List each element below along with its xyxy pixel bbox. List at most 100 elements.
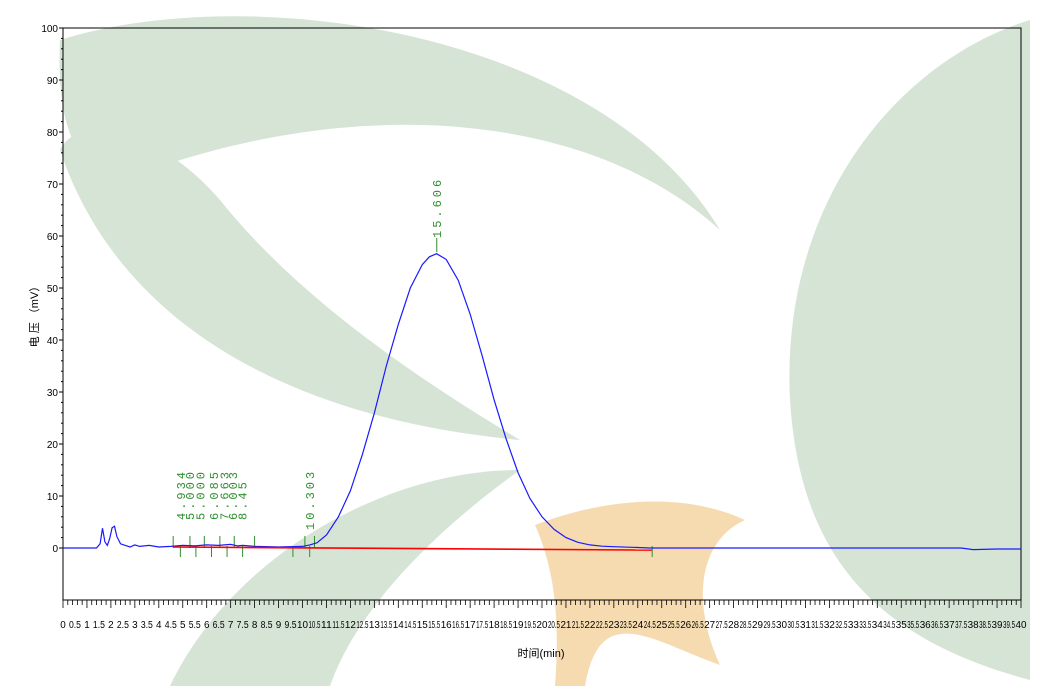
y-axis: 0 10 20 30 40 50 60 70 80 90 100 (41, 24, 63, 555)
peak-retention-label: 6.003 (227, 469, 241, 520)
x-tick-label: 17.5 (476, 620, 488, 631)
x-tick-label: 19 (513, 620, 524, 631)
y-tick-label: 90 (47, 76, 59, 87)
y-tick-label: 30 (47, 388, 59, 399)
x-tick-label: 31.5 (811, 620, 823, 631)
x-tick-label: 36 (920, 620, 931, 631)
watermark-leaf-right (789, 20, 1030, 680)
x-tick-label: 0.5 (69, 620, 81, 631)
peak-retention-label: 15.606 (431, 177, 445, 238)
x-tick-label: 37.5 (955, 620, 967, 631)
x-tick-label: 3.5 (141, 620, 153, 631)
x-tick-label: 24 (632, 620, 643, 631)
x-tick-label: 36.5 (931, 620, 943, 631)
y-tick-label: 70 (47, 180, 59, 191)
y-tick-label: 100 (41, 24, 58, 35)
y-tick-label: 60 (47, 232, 59, 243)
peak-retention-label: 4.934 (175, 469, 189, 520)
x-tick-label: 12.5 (356, 620, 368, 631)
signal-trace (63, 253, 1021, 551)
x-tick-label: 32 (824, 620, 835, 631)
x-tick-label: 37 (944, 620, 955, 631)
x-tick-label: 4 (156, 620, 162, 631)
baseline-line (173, 546, 653, 551)
x-tick-label: 14 (393, 620, 404, 631)
watermark-leaf-left-lower (60, 129, 520, 440)
x-tick-label: 23.5 (620, 620, 632, 631)
x-tick-label: 16.5 (452, 620, 464, 631)
x-tick-label: 5 (180, 620, 186, 631)
x-tick-label: 13 (369, 620, 380, 631)
x-tick-label: 10 (297, 620, 308, 631)
x-axis-title: 时间(min) (517, 647, 564, 660)
x-tick-label: 1.5 (93, 620, 105, 631)
x-tick-label: 38 (968, 620, 979, 631)
x-tick-label: 14.5 (404, 620, 416, 631)
x-tick-label: 13.5 (380, 620, 392, 631)
x-tick-label: 34 (872, 620, 883, 631)
x-tick-label: 8 (252, 620, 258, 631)
x-tick-label: 30 (776, 620, 787, 631)
x-tick-label: 15.5 (428, 620, 440, 631)
x-tick-label: 15 (417, 620, 428, 631)
x-tick-label: 33.5 (859, 620, 871, 631)
x-tick-label: 11.5 (332, 620, 344, 631)
x-tick-label: 5.5 (189, 620, 201, 631)
x-tick-label: 0 (60, 620, 66, 631)
x-tick-label: 30.5 (787, 620, 799, 631)
x-tick-label: 28 (728, 620, 739, 631)
x-axis: 0 0.5 1 1.5 2 2.5 3 3.5 4 4.5 5 5.5 6 6.5 7 7.5 8 8.5 9 9.5… (60, 600, 1027, 631)
x-tick-label: 20 (537, 620, 548, 631)
x-tick-label: 3 (132, 620, 138, 631)
y-tick-label: 20 (47, 440, 59, 451)
x-tick-label: 20.5 (548, 620, 560, 631)
y-tick-label: 10 (47, 492, 59, 503)
y-tick-label: 40 (47, 336, 59, 347)
x-tick-label: 10.5 (308, 620, 320, 631)
watermark-leaf-left (59, 16, 720, 230)
x-tick-label: 19.5 (524, 620, 536, 631)
x-tick-label: 16 (441, 620, 452, 631)
x-tick-label: 27 (704, 620, 715, 631)
x-tick-label: 27.5 (716, 620, 728, 631)
x-tick-label: 26.5 (692, 620, 704, 631)
x-tick-label: 28.5 (740, 620, 752, 631)
x-tick-label: 35.5 (907, 620, 919, 631)
y-tick-label: 50 (47, 284, 59, 295)
y-tick-label: 0 (52, 544, 58, 555)
x-tick-label: 11 (321, 620, 332, 631)
x-tick-label: 9 (276, 620, 282, 631)
x-tick-label: 22.5 (596, 620, 608, 631)
x-tick-label: 25.5 (668, 620, 680, 631)
x-tick-label: 24.5 (644, 620, 656, 631)
x-tick-label: 29.5 (764, 620, 776, 631)
y-axis-title: 电 压 （mV） (28, 281, 41, 348)
x-tick-label: 17 (465, 620, 476, 631)
x-tick-label: 35 (896, 620, 907, 631)
x-tick-label: 7 (228, 620, 234, 631)
x-tick-label: 12 (345, 620, 356, 631)
x-tick-label: 2 (108, 620, 114, 631)
x-tick-label: 26 (680, 620, 691, 631)
x-tick-label: 2.5 (117, 620, 129, 631)
x-tick-label: 40 (1016, 620, 1027, 631)
peak-retention-label: 8.45 (237, 479, 251, 520)
peak-markers (172, 536, 653, 557)
peak-retention-label: 7.663 (219, 469, 233, 520)
x-tick-label: 39 (992, 620, 1003, 631)
x-tick-label: 6.5 (213, 620, 225, 631)
x-tick-label: 21 (560, 620, 571, 631)
x-tick-label: 4.5 (165, 620, 177, 631)
x-tick-label: 32.5 (835, 620, 847, 631)
x-tick-label: 25 (656, 620, 667, 631)
x-tick-label: 7.5 (237, 620, 249, 631)
x-tick-label: 1 (84, 620, 90, 631)
x-tick-label: 39.5 (1003, 620, 1015, 631)
x-tick-label: 33 (848, 620, 859, 631)
peak-retention-label: 5.000 (184, 469, 198, 520)
x-tick-label: 9.5 (285, 620, 297, 631)
x-tick-label: 29 (752, 620, 763, 631)
